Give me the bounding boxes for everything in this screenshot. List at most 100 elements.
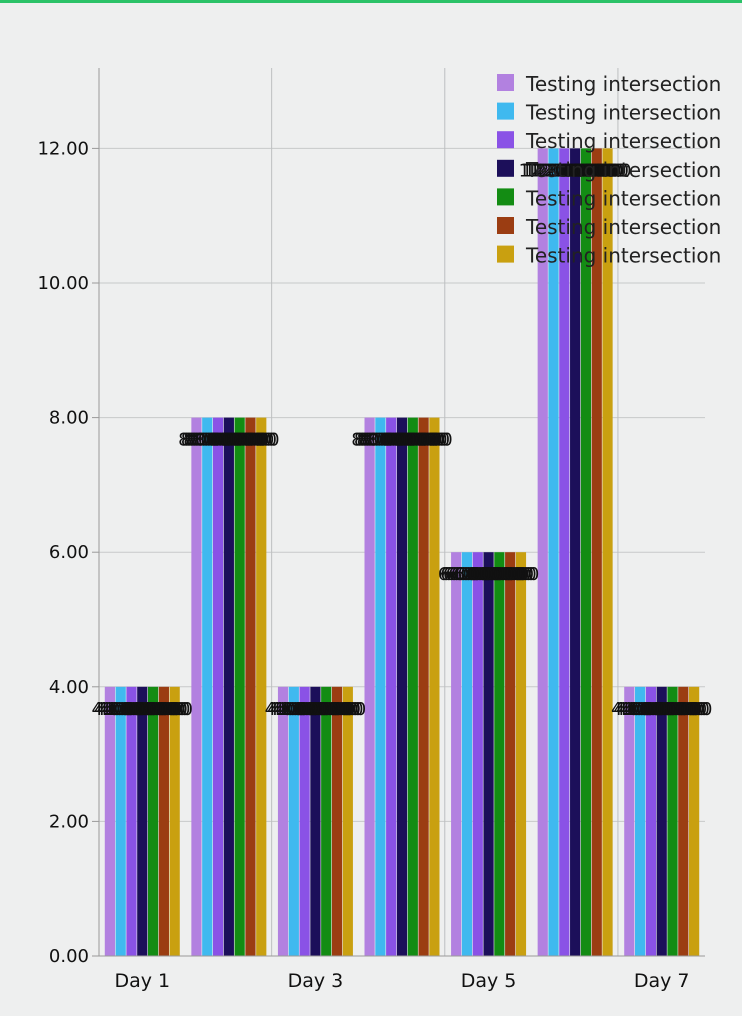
value-label: 4.000000 xyxy=(624,699,710,720)
bar xyxy=(299,686,310,956)
bar xyxy=(591,148,602,956)
bars xyxy=(104,148,700,957)
legend-label: Testing intersection xyxy=(525,129,721,153)
bar xyxy=(537,148,548,956)
bar xyxy=(667,686,678,956)
value-label: 8.000000 xyxy=(367,430,453,451)
bar xyxy=(483,552,494,956)
value-label: 4.000000 xyxy=(265,699,351,720)
legend-label: Testing intersection xyxy=(525,72,721,96)
value-label: 4.000000 xyxy=(627,699,713,720)
bar xyxy=(602,148,613,956)
value-label: 4.000000 xyxy=(275,699,361,720)
value-label: 8.000000 xyxy=(364,430,450,451)
bar xyxy=(505,552,516,956)
value-label: 4.000000 xyxy=(94,699,180,720)
value-label: 6.000000 xyxy=(448,564,534,585)
value-label: 6.000000 xyxy=(438,564,524,585)
x-tick-label: Day 3 xyxy=(288,970,344,992)
bar xyxy=(245,417,256,957)
bar xyxy=(429,417,440,957)
x-tick-label: Day 5 xyxy=(461,970,517,992)
bar xyxy=(310,686,321,956)
value-label: 4.000000 xyxy=(280,699,366,720)
value-label: 4.000000 xyxy=(619,699,705,720)
value-label: 8.000000 xyxy=(183,430,269,451)
bar xyxy=(115,686,126,956)
bar xyxy=(104,686,115,956)
value-label: 6.000000 xyxy=(453,564,539,585)
value-label: 12.000000 xyxy=(524,160,621,181)
value-label: 4.000000 xyxy=(621,699,707,720)
value-label: 4.000000 xyxy=(611,699,697,720)
value-label: 4.000000 xyxy=(270,699,356,720)
bar xyxy=(515,552,527,956)
value-label: 8.000000 xyxy=(186,430,272,451)
bar xyxy=(472,552,483,956)
y-tick-label: 8.00 xyxy=(49,408,89,429)
value-label: 12.000000 xyxy=(521,160,618,181)
value-label: 8.000000 xyxy=(191,430,277,451)
value-label: 4.000000 xyxy=(614,699,700,720)
bar xyxy=(548,148,559,956)
bar xyxy=(386,417,397,957)
value-label: 12.000000 xyxy=(529,160,626,181)
y-tick-label: 2.00 xyxy=(49,811,89,832)
y-tick-label: 0.00 xyxy=(49,946,89,967)
legend-swatch xyxy=(497,159,514,177)
bar xyxy=(158,686,169,956)
bar xyxy=(407,417,418,957)
legend-label: Testing intersection xyxy=(525,215,721,239)
value-label: 4.000000 xyxy=(616,699,702,720)
bar xyxy=(288,686,299,956)
bar xyxy=(331,686,343,956)
value-label: 8.000000 xyxy=(351,430,437,451)
bar xyxy=(277,686,289,956)
value-label: 8.000000 xyxy=(356,430,442,451)
value-label: 12.000000 xyxy=(534,160,631,181)
bar xyxy=(624,686,635,956)
legend-label: Testing intersection xyxy=(525,186,721,210)
value-label: 4.000000 xyxy=(92,699,178,720)
y-axis: 0.00 2.00 4.00 6.00 8.00 10.00 12.00 xyxy=(37,68,100,967)
legend-label: Testing intersection xyxy=(525,244,721,268)
value-labels: 4.0000004.0000004.0000004.0000004.000000… xyxy=(92,160,713,719)
value-label: 4.000000 xyxy=(97,699,183,720)
y-tick-label: 10.00 xyxy=(37,273,89,294)
bar xyxy=(645,686,657,956)
legend-swatch xyxy=(497,217,514,234)
bar xyxy=(364,417,375,957)
value-label: 8.000000 xyxy=(194,430,280,451)
bar xyxy=(689,686,700,956)
value-label: 4.000000 xyxy=(99,699,185,720)
bar xyxy=(147,686,159,956)
bar xyxy=(461,552,473,956)
value-label: 6.000000 xyxy=(451,564,537,585)
value-label: 8.000000 xyxy=(359,430,445,451)
bar xyxy=(494,552,505,956)
bar xyxy=(223,417,234,957)
value-label: 8.000000 xyxy=(189,430,275,451)
value-label: 12.000000 xyxy=(532,160,629,181)
bar xyxy=(137,686,148,956)
legend-swatch xyxy=(497,188,514,206)
bar xyxy=(321,686,332,956)
legend-label: Testing intersection xyxy=(525,101,721,125)
value-label: 4.000000 xyxy=(107,699,193,720)
bar xyxy=(396,417,408,957)
bar xyxy=(418,417,429,957)
bar xyxy=(559,148,570,956)
bar xyxy=(212,417,224,957)
bar xyxy=(375,417,386,957)
value-label: 8.000000 xyxy=(181,430,267,451)
value-label: 4.000000 xyxy=(272,699,358,720)
bar xyxy=(191,417,202,957)
bar xyxy=(580,148,592,956)
legend: Testing intersection Testing intersection… xyxy=(497,72,721,268)
value-label: 4.000000 xyxy=(105,699,191,720)
value-label: 8.000000 xyxy=(354,430,440,451)
bar xyxy=(451,552,462,956)
bar xyxy=(656,686,667,956)
legend-swatch xyxy=(497,102,514,120)
